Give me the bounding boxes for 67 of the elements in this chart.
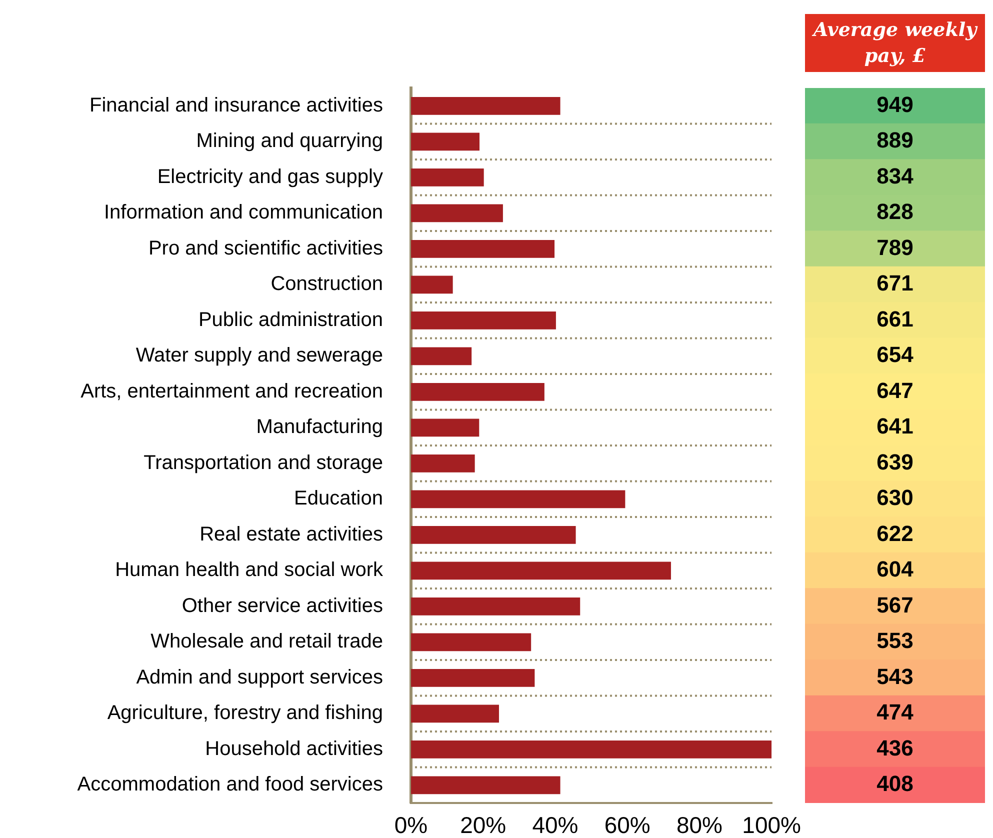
data-label: 604 — [876, 556, 914, 582]
data-label: 553 — [876, 628, 914, 654]
bar — [411, 704, 499, 723]
y-tick-label: Other service activities — [182, 594, 383, 617]
bar — [411, 132, 480, 151]
data-label: 630 — [876, 485, 914, 510]
y-tick-label: Pro and scientific activities — [148, 237, 383, 260]
text: Average weekly pay, £ — [805, 14, 985, 72]
data-label: 654 — [876, 342, 914, 368]
data-label: 622 — [876, 520, 914, 546]
y-tick-label: Real estate activities — [200, 523, 383, 546]
y-tick-label: Information and communication — [104, 202, 383, 224]
x-tick-label: 40% — [532, 812, 578, 838]
data-label: 889 — [876, 128, 914, 153]
bar — [411, 490, 626, 508]
data-label: 661 — [876, 306, 914, 332]
data-label: 828 — [876, 199, 914, 224]
data-label: 834 — [876, 163, 914, 188]
bar — [411, 347, 472, 366]
y-tick-label: Accommodation and food services — [77, 774, 383, 796]
x-tick-label: 60% — [604, 812, 650, 838]
y-tick-label: Wholesale and retail trade — [150, 630, 383, 653]
data-label: 543 — [876, 664, 914, 689]
y-tick-label: Public administration — [198, 308, 383, 331]
data-label: 641 — [876, 414, 914, 439]
data-label: 567 — [876, 592, 914, 618]
data-label: 671 — [876, 270, 914, 296]
y-tick-label: Human health and social work — [115, 559, 384, 582]
y-tick-label: Admin and support services — [136, 666, 383, 688]
data-label: 789 — [876, 234, 914, 260]
y-tick-label: Education — [294, 488, 383, 510]
bar — [411, 633, 532, 652]
y-tick-label: Electricity and gas supply — [157, 166, 383, 188]
x-tick-label: 20% — [460, 812, 506, 838]
y-tick-label: Agriculture, forestry and fishing — [107, 702, 383, 724]
data-label: 436 — [876, 735, 914, 760]
bar — [411, 668, 535, 687]
x-tick-label: 100% — [742, 812, 801, 838]
y-tick-label: Transportation and storage — [144, 452, 383, 474]
data-label: 647 — [876, 378, 914, 403]
x-tick-label: 0% — [394, 812, 428, 838]
bar — [411, 776, 560, 794]
bar — [411, 204, 503, 222]
bar — [411, 96, 560, 115]
x-tick-label: 80% — [676, 812, 722, 838]
bar — [411, 168, 484, 186]
y-tick-label: Manufacturing — [256, 416, 383, 438]
bar — [411, 740, 772, 758]
data-label: 408 — [876, 771, 914, 796]
data-label: 474 — [876, 700, 914, 725]
bar — [411, 382, 544, 401]
y-tick-label: Household activities — [205, 738, 383, 760]
data-label: 949 — [876, 92, 914, 117]
bar — [411, 562, 671, 580]
data-label: 639 — [876, 449, 914, 474]
bar — [411, 240, 555, 258]
y-tick-label: Arts, entertainment and recreation — [80, 380, 383, 402]
bar — [411, 276, 453, 294]
bar — [411, 526, 576, 544]
bar — [411, 454, 475, 472]
bar — [411, 418, 480, 437]
y-tick-label: Water supply and sewerage — [136, 344, 383, 367]
y-tick-label: Financial and insurance activities — [90, 94, 383, 116]
bar — [411, 597, 580, 616]
bar — [411, 311, 556, 330]
y-tick-label: Construction — [270, 273, 383, 296]
y-tick-label: Mining and quarrying — [196, 130, 383, 152]
